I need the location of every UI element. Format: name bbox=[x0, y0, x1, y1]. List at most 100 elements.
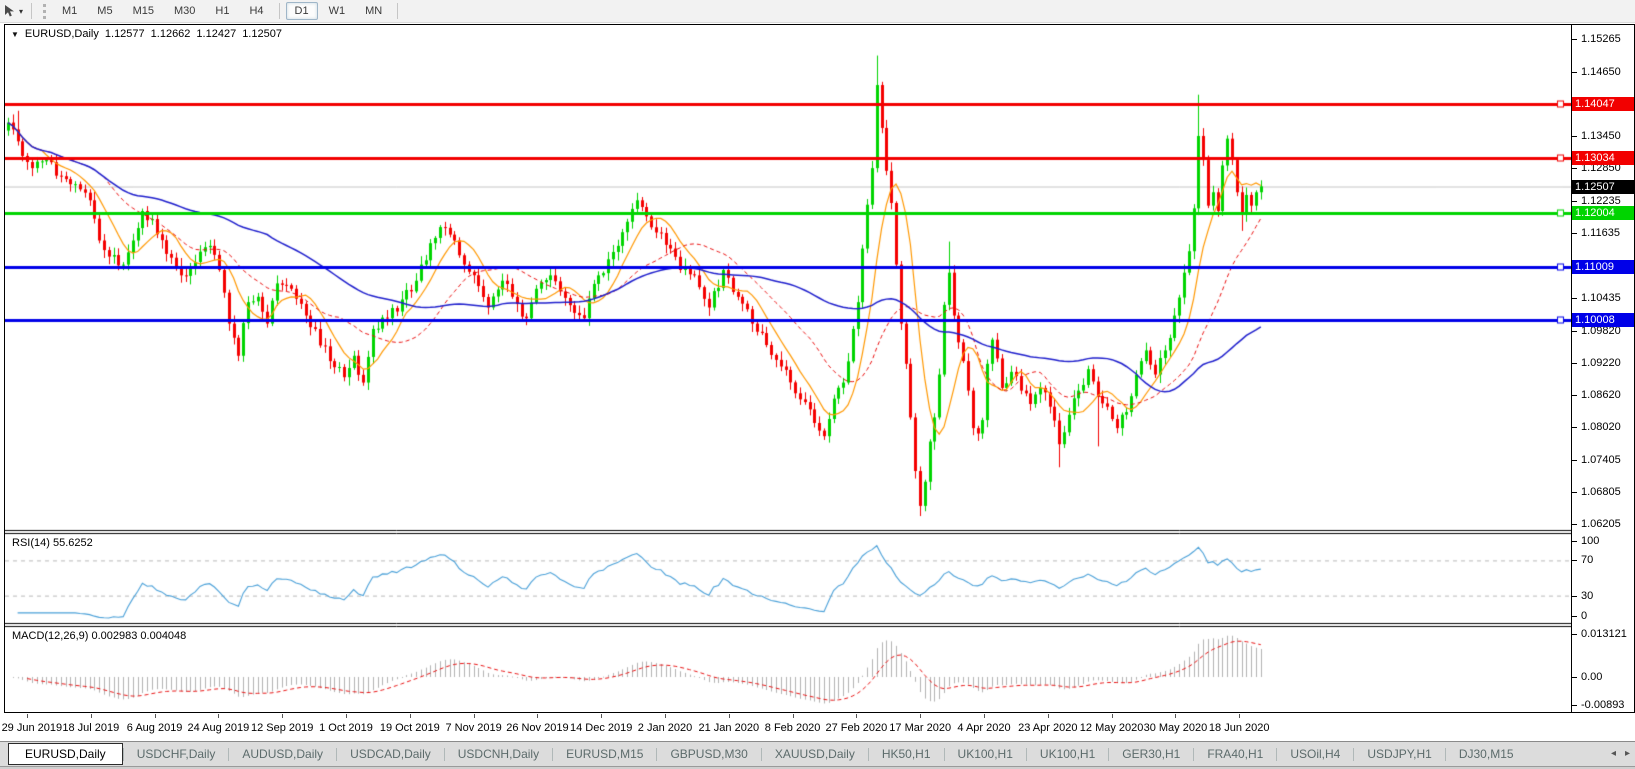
tool-dropdown-arrow[interactable]: ▾ bbox=[19, 6, 24, 16]
date-axis-label: 18 Jun 2020 bbox=[1208, 722, 1270, 734]
price-level-label: 1.13034 bbox=[1572, 151, 1634, 166]
tab-divider bbox=[943, 747, 945, 761]
date-axis-label: 1 Oct 2019 bbox=[319, 722, 373, 734]
tab-scroll-buttons: ◂ ▸ bbox=[1611, 748, 1630, 759]
chart-tab-GBPUSD-M30[interactable]: GBPUSD,M30 bbox=[670, 747, 748, 761]
price-axis-tick: 1.10435 bbox=[1572, 291, 1621, 304]
date-tick-mark bbox=[601, 714, 603, 718]
tab-divider bbox=[1025, 747, 1027, 761]
chart-tab-USDCHF-Daily[interactable]: USDCHF,Daily bbox=[136, 747, 216, 761]
tab-divider bbox=[1193, 747, 1195, 761]
chart-tab-XAUUSD-Daily[interactable]: XAUUSD,Daily bbox=[774, 747, 855, 761]
date-axis-label: 7 Nov 2019 bbox=[445, 722, 502, 734]
price-axis-tick: 1.08620 bbox=[1572, 388, 1621, 401]
price-level-label: 1.12004 bbox=[1572, 206, 1634, 221]
date-axis-label: 4 Apr 2020 bbox=[957, 722, 1011, 734]
price-axis-tick: 1.13450 bbox=[1572, 129, 1621, 142]
chart-tab-UK100-H1[interactable]: UK100,H1 bbox=[1039, 747, 1096, 761]
date-axis-label: 14 Dec 2019 bbox=[569, 722, 633, 734]
timeframe-button-H4[interactable]: H4 bbox=[249, 5, 264, 17]
chart-tab-USDJPY-H1[interactable]: USDJPY,H1 bbox=[1367, 747, 1432, 761]
price-axis-tick: 1.15265 bbox=[1572, 32, 1621, 45]
chart-tab-USOil-H4[interactable]: USOil,H4 bbox=[1290, 747, 1341, 761]
status-strip bbox=[0, 766, 1635, 769]
price-axis-tick: 1.08020 bbox=[1572, 421, 1621, 434]
current-price-label: 1.12507 bbox=[1572, 179, 1634, 194]
date-tick-mark bbox=[409, 714, 411, 718]
tab-divider bbox=[656, 747, 658, 761]
date-axis-label: 17 Mar 2020 bbox=[889, 722, 952, 734]
date-axis-label: 2 Jan 2020 bbox=[637, 722, 693, 734]
chart-window: ▼ EURUSD,Daily 1.12577 1.12662 1.12427 1… bbox=[4, 24, 1635, 713]
chart-tab-EURUSD-Daily[interactable]: EURUSD,Daily bbox=[8, 743, 123, 765]
date-tick-mark bbox=[90, 714, 92, 718]
cursor-tool-icon[interactable] bbox=[3, 4, 16, 18]
price-axis-tick: 1.11635 bbox=[1572, 227, 1620, 240]
chart-tab-AUDUSD-Daily[interactable]: AUDUSD,Daily bbox=[242, 747, 324, 761]
date-axis-label: 27 Feb 2020 bbox=[825, 722, 888, 734]
tab-divider bbox=[760, 747, 762, 761]
chart-tab-USDCAD-Daily[interactable]: USDCAD,Daily bbox=[350, 747, 431, 761]
tab-divider bbox=[552, 747, 554, 761]
date-axis-label: 12 May 2020 bbox=[1079, 722, 1144, 734]
timeframe-button-M30[interactable]: M30 bbox=[173, 5, 196, 17]
price-level-label: 1.10008 bbox=[1572, 313, 1634, 328]
chart-tab-FRA40-H1[interactable]: FRA40,H1 bbox=[1207, 747, 1264, 761]
timeframe-button-M15[interactable]: M15 bbox=[132, 5, 154, 17]
price-axis-tick: 1.06805 bbox=[1572, 486, 1621, 499]
tab-divider bbox=[867, 747, 869, 761]
price-chart-canvas[interactable] bbox=[5, 25, 1571, 712]
tab-scroll-right-icon[interactable]: ▸ bbox=[1624, 748, 1630, 759]
date-axis-label: 26 Nov 2019 bbox=[506, 722, 569, 734]
date-axis-label: 21 Jan 2020 bbox=[698, 722, 760, 734]
collapse-panel-icon[interactable]: ▼ bbox=[11, 29, 19, 39]
tab-divider bbox=[1276, 747, 1278, 761]
chart-tab-EURUSD-M15[interactable]: EURUSD,M15 bbox=[566, 747, 644, 761]
timeframe-button-group: M1 M5 M15 M30 H1 H4 D1 W1 MN bbox=[52, 2, 403, 20]
price-axis-tick: 1.09820 bbox=[1572, 324, 1621, 337]
date-axis[interactable]: 29 Jun 2019 18 Jul 2019 6 Aug 2019 24 Aug 2… bbox=[1, 714, 1570, 740]
tab-divider bbox=[1444, 747, 1446, 761]
date-tick-mark bbox=[792, 714, 794, 718]
date-axis-label: 12 Sep 2019 bbox=[250, 722, 314, 734]
tab-divider bbox=[228, 747, 230, 761]
toolbar-drag-grip[interactable] bbox=[43, 3, 47, 19]
macd-indicator-label: MACD(12,26,9) 0.002983 0.004048 bbox=[12, 630, 187, 642]
tab-divider bbox=[122, 747, 124, 761]
date-tick-mark bbox=[1047, 714, 1049, 718]
date-axis-label: 19 Oct 2019 bbox=[379, 722, 440, 734]
price-axis-tick: 1.12235 bbox=[1572, 195, 1621, 208]
price-axis-tick: 1.09220 bbox=[1572, 356, 1621, 369]
timeframe-button-D1[interactable]: D1 bbox=[285, 2, 318, 20]
chart-tab-DJ30-M15[interactable]: DJ30,M15 bbox=[1458, 747, 1514, 761]
timeframe-button-W1[interactable]: W1 bbox=[328, 5, 346, 17]
price-axis[interactable]: 1.15265 1.14650 1.13450 1.12850 1.12235 1.116… bbox=[1571, 25, 1634, 712]
chart-tab-bar: EURUSD,Daily USDCHF,Daily AUDUSD,Daily USDC… bbox=[0, 741, 1635, 766]
chart-title: ▼ EURUSD,Daily 1.12577 1.12662 1.12427 1… bbox=[11, 28, 288, 40]
chart-tab-HK50-H1[interactable]: HK50,H1 bbox=[881, 747, 931, 761]
date-tick-mark bbox=[984, 714, 985, 718]
high-value: 1.12662 bbox=[150, 28, 191, 40]
chart-tab-USDCNH-Daily[interactable]: USDCNH,Daily bbox=[457, 747, 540, 761]
price-axis-tick: 1.06205 bbox=[1572, 518, 1621, 531]
timeframe-button-H1[interactable]: H1 bbox=[215, 5, 230, 17]
tab-divider bbox=[1108, 747, 1110, 761]
date-tick-mark bbox=[218, 714, 220, 718]
price-level-label: 1.14047 bbox=[1572, 96, 1634, 111]
date-axis-label: 30 May 2020 bbox=[1143, 722, 1208, 734]
macd-axis-tick: 0.013121 bbox=[1572, 628, 1627, 640]
timeframe-button-MN[interactable]: MN bbox=[365, 5, 383, 17]
tab-scroll-left-icon[interactable]: ◂ bbox=[1610, 748, 1616, 759]
timeframe-button-M5[interactable]: M5 bbox=[97, 5, 113, 17]
timeframe-button-M1[interactable]: M1 bbox=[62, 5, 78, 17]
toolbar: ▾ M1 M5 M15 M30 H1 H4 D1 W1 MN bbox=[0, 0, 1635, 23]
tabs-wrap: EURUSD,Daily USDCHF,Daily AUDUSD,Daily USDC… bbox=[0, 742, 1527, 766]
rsi-indicator-label: RSI(14) 55.6252 bbox=[12, 537, 93, 549]
date-axis-label: 29 Jun 2019 bbox=[1, 722, 63, 734]
chart-tab-UK100-H1[interactable]: UK100,H1 bbox=[957, 747, 1013, 761]
chart-tab-GER30-H1[interactable]: GER30,H1 bbox=[1122, 747, 1181, 761]
date-axis-label: 18 Jul 2019 bbox=[62, 722, 120, 734]
open-value: 1.12577 bbox=[104, 28, 145, 40]
tab-divider bbox=[336, 747, 338, 761]
